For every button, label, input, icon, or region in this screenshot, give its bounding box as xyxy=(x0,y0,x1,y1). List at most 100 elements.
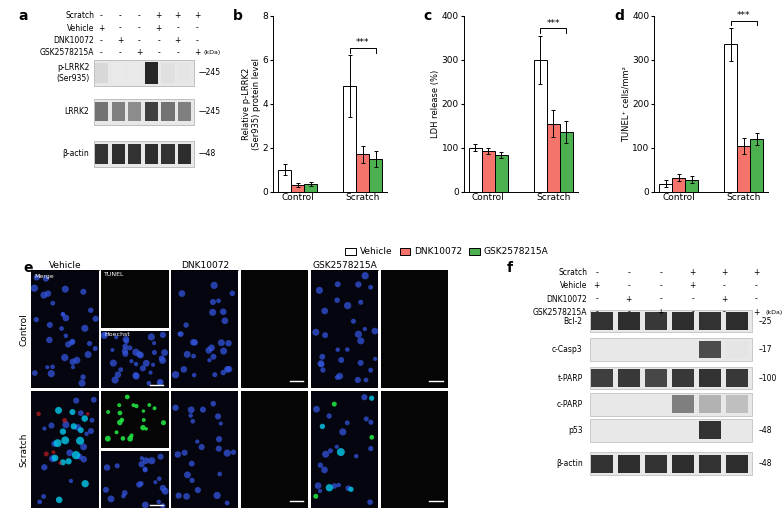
Point xyxy=(143,379,155,387)
Point xyxy=(117,434,129,443)
FancyBboxPatch shape xyxy=(645,455,667,473)
Text: +: + xyxy=(689,268,695,277)
Point xyxy=(354,359,367,367)
Point xyxy=(365,366,377,374)
Point xyxy=(148,404,161,412)
Point xyxy=(105,495,118,503)
Point xyxy=(66,338,78,346)
FancyBboxPatch shape xyxy=(699,395,720,413)
FancyBboxPatch shape xyxy=(645,369,667,387)
Point xyxy=(115,416,128,424)
Point xyxy=(54,459,67,467)
Bar xyxy=(343,86,356,192)
Point xyxy=(207,399,220,408)
Point xyxy=(118,489,131,497)
FancyBboxPatch shape xyxy=(619,455,640,473)
Y-axis label: LDH release (%): LDH release (%) xyxy=(431,70,440,138)
FancyBboxPatch shape xyxy=(619,312,640,330)
Bar xyxy=(534,60,546,192)
Text: -: - xyxy=(755,281,758,290)
Point xyxy=(215,419,227,428)
Title: DNK10072: DNK10072 xyxy=(181,261,229,270)
Point xyxy=(153,498,165,506)
Text: c-PARP: c-PARP xyxy=(557,400,583,409)
Point xyxy=(207,353,220,361)
Point xyxy=(203,356,216,364)
Bar xyxy=(369,159,383,192)
Point xyxy=(133,350,146,358)
Text: +: + xyxy=(194,48,200,57)
Point xyxy=(67,357,79,366)
Point xyxy=(318,307,331,315)
Text: -: - xyxy=(595,308,598,316)
Point xyxy=(219,316,231,325)
Text: LRRK2: LRRK2 xyxy=(64,107,89,116)
Point xyxy=(352,330,365,339)
FancyBboxPatch shape xyxy=(178,144,191,163)
Text: -: - xyxy=(118,24,122,32)
Text: +: + xyxy=(136,48,143,57)
Point xyxy=(206,308,219,316)
Point xyxy=(135,479,147,488)
Text: t-PARP: t-PARP xyxy=(557,374,583,383)
Bar xyxy=(546,124,560,192)
FancyBboxPatch shape xyxy=(129,102,141,122)
Text: ***: *** xyxy=(546,19,560,28)
FancyBboxPatch shape xyxy=(591,312,613,330)
Point xyxy=(111,462,123,470)
Point xyxy=(172,450,184,458)
Point xyxy=(80,430,93,438)
Point xyxy=(364,498,376,506)
FancyBboxPatch shape xyxy=(162,102,175,122)
Point xyxy=(43,336,56,344)
Point xyxy=(60,421,72,429)
Point xyxy=(310,405,323,413)
Point xyxy=(205,344,218,352)
Point xyxy=(358,393,371,401)
Text: -: - xyxy=(176,48,179,57)
Point xyxy=(56,428,69,436)
Point xyxy=(125,357,138,365)
Point xyxy=(217,368,230,377)
Point xyxy=(79,479,92,488)
FancyBboxPatch shape xyxy=(699,421,720,439)
Point xyxy=(197,406,209,414)
Point xyxy=(117,492,129,500)
Point xyxy=(365,418,377,427)
Point xyxy=(119,350,132,358)
Point xyxy=(186,460,198,468)
FancyBboxPatch shape xyxy=(619,369,640,387)
Point xyxy=(335,356,347,364)
FancyBboxPatch shape xyxy=(95,144,108,163)
Point xyxy=(172,492,185,500)
Text: -: - xyxy=(595,294,598,303)
Text: -: - xyxy=(118,48,122,57)
FancyBboxPatch shape xyxy=(726,312,748,330)
Point xyxy=(215,339,227,347)
Point xyxy=(139,466,151,474)
Text: +: + xyxy=(175,11,181,20)
Point xyxy=(209,370,221,379)
Point xyxy=(59,285,71,293)
Bar xyxy=(672,178,685,192)
Point xyxy=(331,373,343,381)
Point xyxy=(181,350,194,358)
Point xyxy=(341,301,354,310)
FancyBboxPatch shape xyxy=(145,144,158,163)
Point xyxy=(51,439,64,447)
Point xyxy=(47,448,60,456)
Point xyxy=(365,433,378,442)
Point xyxy=(120,335,132,344)
Point xyxy=(153,475,165,483)
Text: -: - xyxy=(659,268,662,277)
Point xyxy=(114,418,126,427)
Point xyxy=(314,359,327,368)
Text: -: - xyxy=(157,48,160,57)
FancyBboxPatch shape xyxy=(94,60,194,86)
Point xyxy=(118,347,131,355)
Text: -: - xyxy=(627,281,630,290)
Text: +: + xyxy=(593,281,600,290)
Point xyxy=(85,427,97,435)
Text: –100: –100 xyxy=(759,374,777,383)
Point xyxy=(137,416,150,424)
